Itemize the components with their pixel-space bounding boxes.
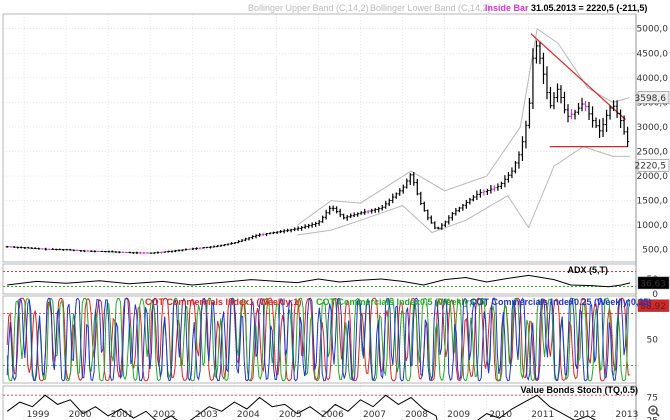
last-price-label-box	[637, 158, 670, 172]
x-tick-label: 2002	[153, 410, 176, 420]
x-tick-label: 2004	[237, 410, 260, 420]
x-tick-label: 2007	[363, 410, 386, 420]
band-value-label: 3598,6	[635, 94, 667, 104]
adx-last-value: 36,63	[640, 279, 666, 289]
x-tick-label: 2001	[111, 410, 134, 420]
stoch-line	[6, 394, 597, 420]
adx-title: ADX (5,T)	[568, 265, 609, 275]
last-price-label: 2220,5	[635, 162, 667, 172]
magnifier-icon[interactable]	[648, 405, 660, 417]
adx-line	[7, 274, 631, 288]
price-y-tick-label: 500,0	[642, 246, 668, 256]
adx-y-tick-label: 0	[652, 290, 658, 300]
x-tick-label: 2005	[279, 410, 302, 420]
x-tick-label: 2008	[405, 410, 428, 420]
cot-series-line	[6, 297, 631, 382]
stoch-title: Value Bonds Stoch (TQ,0.5)	[520, 385, 638, 395]
cot-index1-legend: COT Commercials Index1 (Weekly;1)	[145, 297, 301, 307]
x-tick-label: 2011	[531, 410, 554, 420]
x-tick-label: 2003	[195, 410, 218, 420]
cot-series-line	[6, 297, 631, 382]
price-y-tick-label: 4500,0	[637, 49, 669, 59]
x-tick-label: 1999	[27, 410, 50, 420]
price-y-tick-label: 2000,0	[637, 172, 669, 182]
inside-bar-legend: Inside Bar	[485, 3, 529, 13]
cot-last-value-box	[637, 299, 670, 312]
cot-series-line	[6, 297, 631, 382]
x-tick-label: 2010	[489, 410, 512, 420]
cot-last-value: 88,92	[640, 302, 666, 312]
trendline	[530, 33, 626, 121]
x-tick-label: 2000	[69, 410, 92, 420]
adx-last-value-box	[637, 276, 670, 290]
x-tick-label: 2009	[447, 410, 470, 420]
cot-index025-legend: COT Commercials Index0.25 (Weekly;0,25)	[470, 297, 651, 307]
bollinger-lower-line	[297, 146, 630, 236]
price-y-tick-label: 1500,0	[637, 197, 669, 207]
upper-band-legend: Bollinger Upper Band (C,14,2)	[248, 3, 369, 13]
last-quote-label: 31.05.2013 = 2220,5 (-211,5)	[531, 3, 647, 13]
x-tick-label: 2013	[615, 410, 638, 420]
x-tick-label: 2012	[573, 410, 596, 420]
price-y-tick-label: 2500,0	[637, 148, 669, 158]
x-tick-label: 2006	[321, 410, 344, 420]
price-y-tick-label: 3000,0	[637, 123, 669, 133]
lower-band-legend: Bollinger Lower Band (C,14,2)	[370, 3, 491, 13]
price-y-tick-label: 4000,0	[637, 74, 669, 84]
cot-y-tick-label: 50	[647, 336, 659, 346]
band-value-label-box	[637, 91, 670, 104]
cot-index05-legend: COT Commercials Index0,5 (Weekly;0,5)	[316, 297, 487, 307]
stoch-y-tick-label: 25	[647, 417, 658, 420]
price-y-tick-label: 5000,0	[637, 25, 669, 35]
bollinger-upper-line	[297, 27, 630, 226]
price-y-tick-label: 1000,0	[637, 221, 669, 231]
stoch-y-tick-label: 75	[647, 394, 658, 404]
